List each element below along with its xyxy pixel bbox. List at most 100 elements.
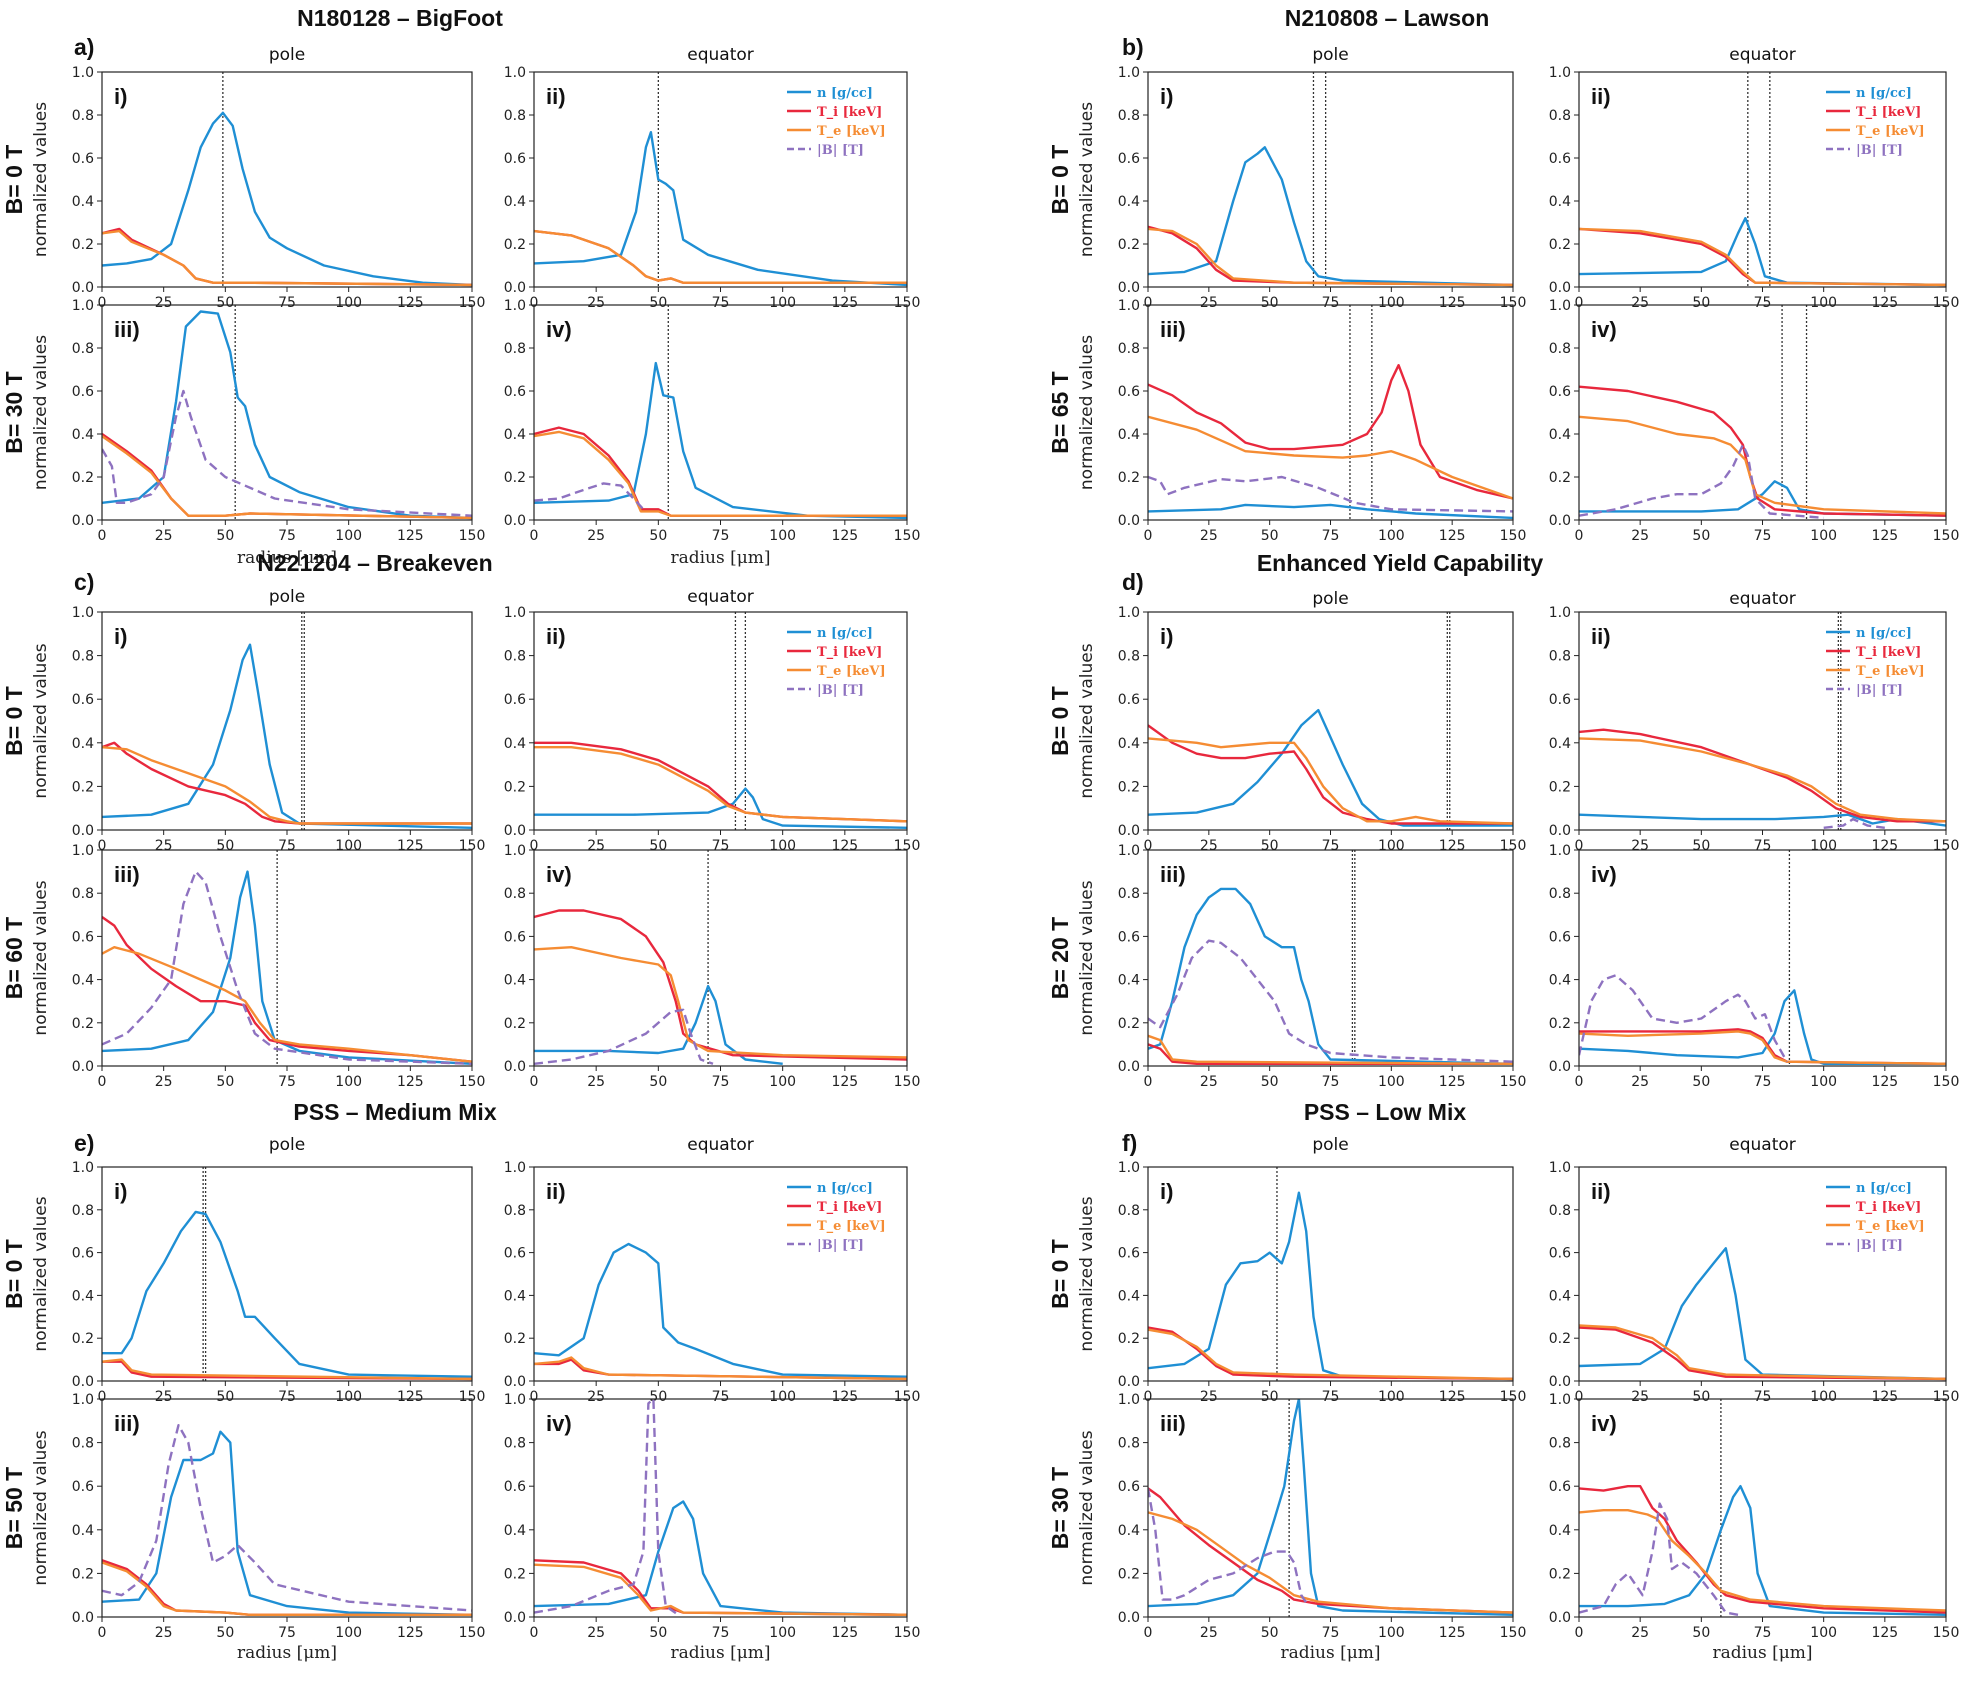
series-line-Te bbox=[534, 946, 907, 1059]
field-label: B= 0 T bbox=[1047, 145, 1073, 215]
series-line-Te bbox=[1579, 415, 1946, 515]
y-tick-label: 0.6 bbox=[504, 692, 526, 708]
x-tick-label: 125 bbox=[1439, 1074, 1466, 1090]
x-tick-label: 125 bbox=[1439, 1389, 1466, 1405]
x-tick-label: 100 bbox=[335, 1625, 362, 1641]
x-tick-label: 50 bbox=[1261, 838, 1279, 854]
x-tick-label: 75 bbox=[278, 838, 296, 854]
x-tick-label: 50 bbox=[649, 838, 667, 854]
subtitle-equator: equator bbox=[687, 587, 754, 607]
series-line-Te bbox=[534, 430, 907, 517]
x-tick-label: 25 bbox=[1631, 295, 1649, 311]
series-line-n bbox=[102, 1430, 472, 1616]
legend-label-Te: T_e [keV] bbox=[1856, 664, 1925, 679]
y-tick-label: 0.4 bbox=[1549, 194, 1571, 210]
x-tick-label: 0 bbox=[1144, 1074, 1153, 1090]
series-line-Ti bbox=[1579, 227, 1946, 287]
y-axis-label: normalized values bbox=[1077, 880, 1097, 1035]
y-tick-label: 0.6 bbox=[72, 692, 94, 708]
x-tick-label: 125 bbox=[1439, 1625, 1466, 1641]
series-line-Ti bbox=[1148, 225, 1513, 287]
y-tick-label: 0.8 bbox=[1118, 108, 1140, 124]
y-tick-label: 0.2 bbox=[1549, 237, 1571, 253]
series-line-Te bbox=[1148, 1034, 1513, 1065]
x-tick-label: 150 bbox=[894, 528, 921, 544]
y-axis-label: normalized values bbox=[31, 1196, 51, 1351]
y-tick-label: 0.8 bbox=[1118, 1436, 1140, 1452]
field-label: B= 60 T bbox=[1, 917, 27, 999]
series-line-n bbox=[1148, 708, 1513, 827]
panel-title: Enhanced Yield Capability bbox=[1257, 550, 1544, 576]
y-axis-label: normalized values bbox=[1077, 643, 1097, 798]
series-line-Ti bbox=[534, 229, 907, 284]
y-tick-label: 0.4 bbox=[1118, 194, 1140, 210]
series-line-B bbox=[534, 1399, 679, 1616]
y-tick-label: 0.8 bbox=[72, 341, 94, 357]
y-tick-label: 0.4 bbox=[1118, 973, 1140, 989]
subtitle-equator: equator bbox=[1729, 589, 1796, 609]
series-line-Ti bbox=[1579, 385, 1946, 517]
series-line-B bbox=[1823, 817, 1885, 829]
y-tick-label: 0.2 bbox=[1118, 470, 1140, 486]
series-line-B bbox=[1148, 475, 1513, 513]
y-tick-label: 0.2 bbox=[504, 1566, 526, 1582]
x-tick-label: 0 bbox=[1144, 295, 1153, 311]
y-tick-label: 0.2 bbox=[1549, 1016, 1571, 1032]
x-tick-label: 25 bbox=[1631, 1625, 1649, 1641]
x-tick-label: 75 bbox=[712, 1625, 730, 1641]
x-axis-label: radius [μm] bbox=[670, 548, 770, 568]
legend-label-n: n [g/cc] bbox=[1856, 626, 1912, 641]
y-tick-label: 0.6 bbox=[1118, 384, 1140, 400]
y-tick-label: 0.6 bbox=[504, 1246, 526, 1262]
y-tick-label: 1.0 bbox=[1118, 843, 1140, 859]
x-tick-label: 50 bbox=[216, 295, 234, 311]
subplot-label: iv) bbox=[1591, 862, 1617, 887]
y-tick-label: 0.0 bbox=[1118, 513, 1140, 529]
y-tick-label: 1.0 bbox=[1118, 298, 1140, 314]
y-tick-label: 0.2 bbox=[1549, 470, 1571, 486]
y-tick-label: 0.6 bbox=[1549, 151, 1571, 167]
y-tick-label: 0.8 bbox=[1549, 108, 1571, 124]
subplot-label: iv) bbox=[546, 862, 572, 887]
x-tick-label: 150 bbox=[1933, 1389, 1960, 1405]
x-tick-label: 150 bbox=[459, 1074, 486, 1090]
x-tick-label: 150 bbox=[459, 1625, 486, 1641]
subplot-label: ii) bbox=[1591, 624, 1611, 649]
x-tick-label: 75 bbox=[1322, 1389, 1340, 1405]
y-tick-label: 0.6 bbox=[1549, 929, 1571, 945]
x-tick-label: 50 bbox=[1261, 528, 1279, 544]
series-line-Te bbox=[1148, 227, 1513, 287]
x-tick-label: 0 bbox=[530, 295, 539, 311]
x-tick-label: 100 bbox=[769, 1389, 796, 1405]
series-line-Te bbox=[1579, 1030, 1946, 1065]
series-line-Te bbox=[1148, 1328, 1513, 1381]
legend-label-B: |B| [T] bbox=[817, 1238, 864, 1253]
y-tick-label: 0.6 bbox=[72, 929, 94, 945]
y-tick-label: 1.0 bbox=[72, 843, 94, 859]
series-line-Te bbox=[1148, 415, 1513, 500]
x-tick-label: 25 bbox=[1631, 838, 1649, 854]
legend-label-n: n [g/cc] bbox=[817, 86, 873, 101]
y-tick-label: 0.4 bbox=[1549, 1523, 1571, 1539]
x-tick-label: 50 bbox=[1692, 295, 1710, 311]
y-tick-label: 0.0 bbox=[504, 1374, 526, 1390]
x-axis-label: radius [μm] bbox=[1712, 1643, 1812, 1663]
series-line-B bbox=[1148, 939, 1513, 1063]
y-tick-label: 0.0 bbox=[72, 823, 94, 839]
y-tick-label: 1.0 bbox=[72, 65, 94, 81]
y-tick-label: 0.8 bbox=[504, 1203, 526, 1219]
y-tick-label: 1.0 bbox=[504, 298, 526, 314]
y-tick-label: 0.8 bbox=[1549, 1203, 1571, 1219]
series-line-Ti bbox=[534, 741, 907, 823]
y-tick-label: 0.2 bbox=[72, 237, 94, 253]
x-axis-label: radius [μm] bbox=[237, 548, 337, 568]
series-line-n bbox=[1579, 1485, 1946, 1616]
y-tick-label: 0.0 bbox=[72, 1374, 94, 1390]
y-tick-label: 0.8 bbox=[504, 886, 526, 902]
